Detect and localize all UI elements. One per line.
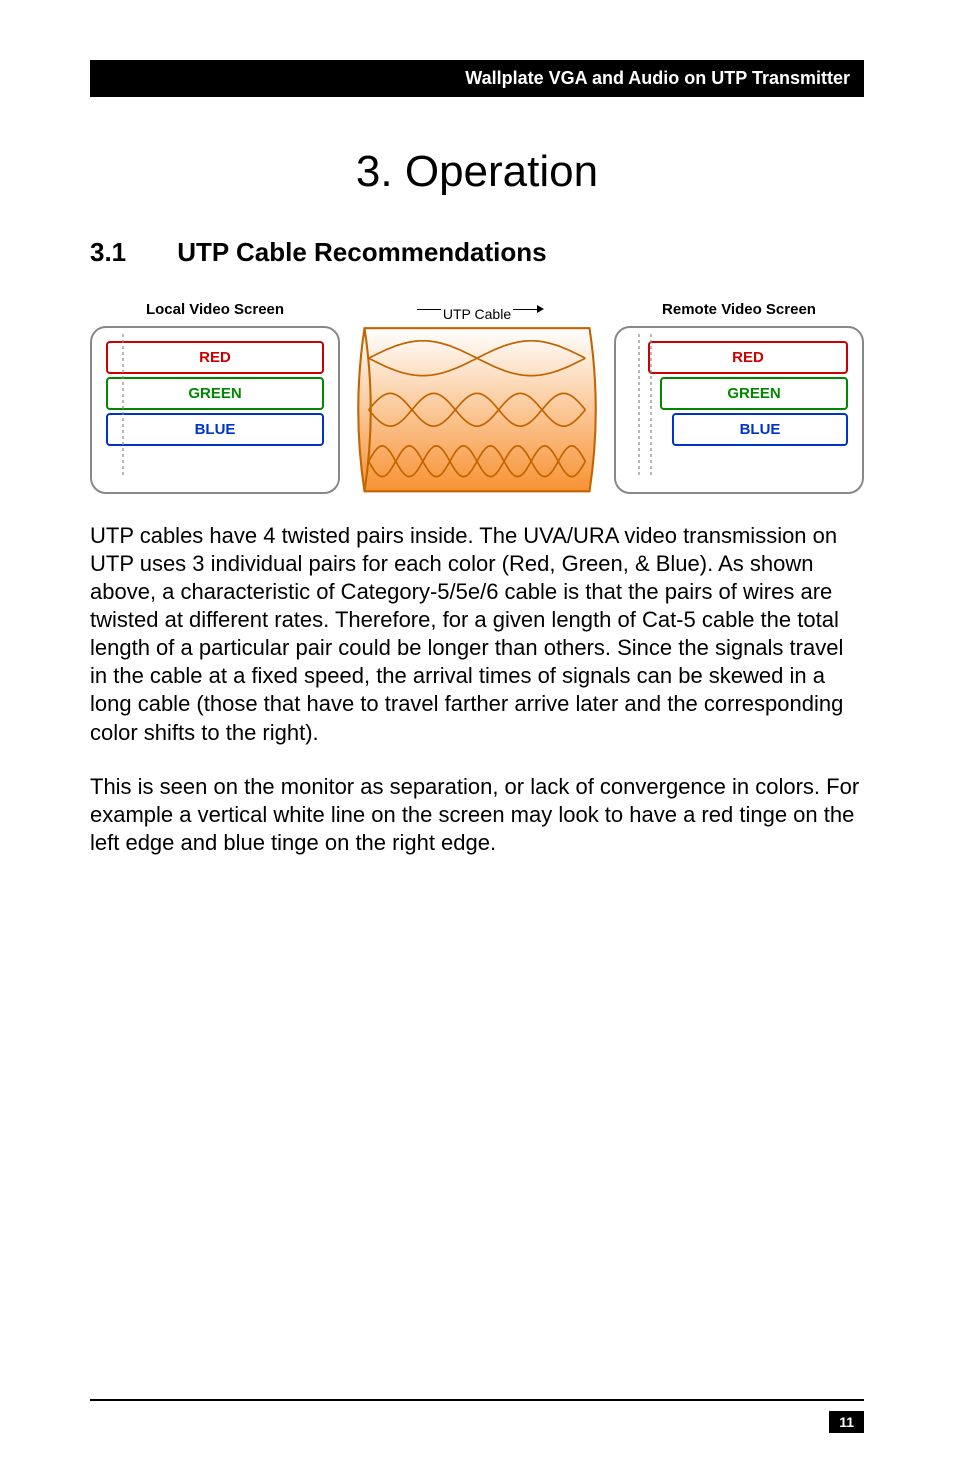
color-chip-green: GREEN	[660, 377, 848, 410]
diagram-arrow: UTP Cable	[352, 292, 602, 326]
diagram-left-col: Local Video Screen REDGREENBLUE	[90, 292, 340, 494]
diagram-right-col: Remote Video Screen REDGREENBLUE	[614, 292, 864, 494]
header-title: Wallplate VGA and Audio on UTP Transmitt…	[425, 68, 850, 89]
utp-diagram: Local Video Screen REDGREENBLUE UTP Cabl…	[90, 292, 864, 494]
color-chip-green: GREEN	[106, 377, 324, 410]
paragraph-1: UTP cables have 4 twisted pairs inside. …	[90, 522, 864, 747]
section-title: UTP Cable Recommendations	[177, 237, 546, 267]
header-bar: Wallplate VGA and Audio on UTP Transmitt…	[90, 60, 864, 97]
color-chip-red: RED	[648, 341, 848, 374]
color-chip-blue: BLUE	[672, 413, 848, 446]
page-number: 11	[829, 1411, 864, 1433]
diagram-center-label: UTP Cable	[441, 306, 513, 322]
diagram-right-label: Remote Video Screen	[614, 292, 864, 326]
section-number: 3.1	[90, 237, 170, 268]
footer-rule	[90, 1399, 864, 1401]
remote-screen-box: REDGREENBLUE	[614, 326, 864, 494]
cable-graphic	[352, 326, 602, 494]
diagram-left-label: Local Video Screen	[90, 292, 340, 326]
diagram-center-col: UTP Cable	[352, 292, 602, 494]
color-chip-red: RED	[106, 341, 324, 374]
section-heading: 3.1 UTP Cable Recommendations	[90, 237, 864, 268]
paragraph-2: This is seen on the monitor as separatio…	[90, 773, 864, 857]
right-dash-1	[638, 328, 640, 492]
right-dash-2	[650, 328, 652, 492]
chapter-title: 3. Operation	[90, 147, 864, 197]
footer: 11	[90, 1399, 864, 1433]
color-chip-blue: BLUE	[106, 413, 324, 446]
local-screen-box: REDGREENBLUE	[90, 326, 340, 494]
left-dash-line	[122, 328, 124, 492]
